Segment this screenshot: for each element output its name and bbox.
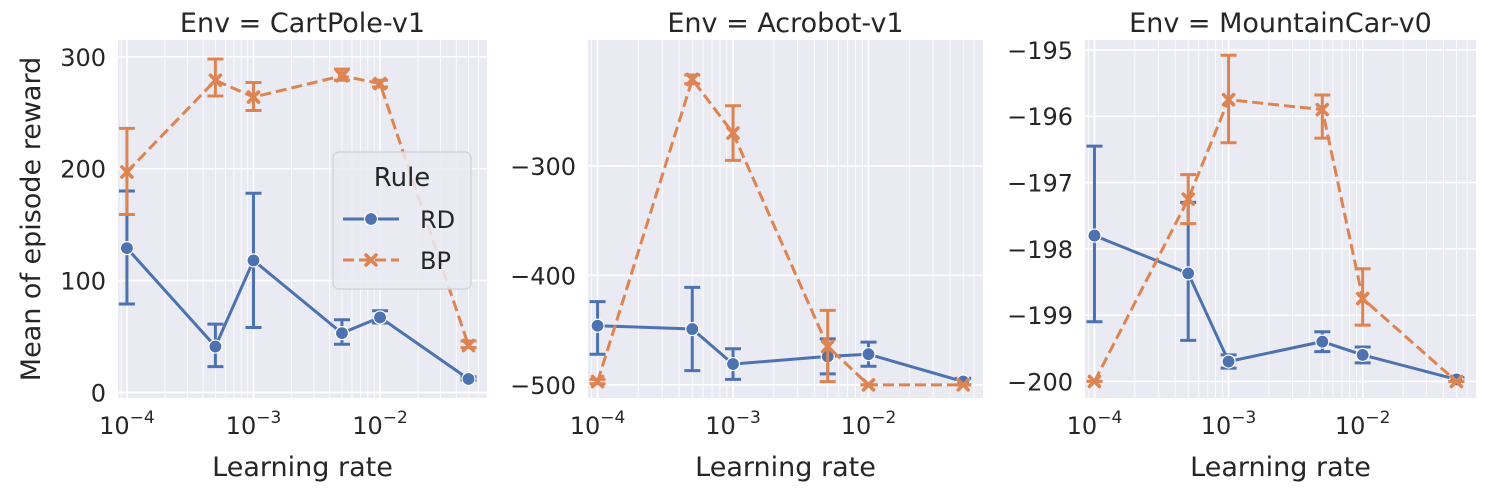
- y-tick-label: −300: [510, 153, 576, 181]
- data-point: [335, 69, 349, 83]
- data-point: [685, 72, 700, 87]
- data-point: [820, 339, 835, 354]
- legend: Rule RD BP: [332, 151, 472, 290]
- legend-title: Rule: [374, 163, 431, 193]
- chart-title: Env = Acrobot-v1: [667, 8, 903, 39]
- x-axis-label: Learning rate: [1190, 452, 1371, 483]
- data-point: [246, 90, 261, 104]
- y-tick-label: 300: [60, 44, 106, 72]
- x-tick-label: 10−2: [352, 408, 408, 440]
- series-RD: [118, 189, 477, 387]
- y-tick-label: −197: [1007, 170, 1073, 198]
- chart-panel-2: 10−4 10−3 10−2 −300 −400 −500 Env = Acrobot-v1…: [510, 8, 983, 483]
- data-point: [861, 378, 876, 392]
- series-RD: [589, 285, 972, 389]
- y-tick-label: −200: [1007, 368, 1073, 396]
- data-point: [726, 126, 740, 140]
- data-point: [1181, 192, 1195, 206]
- data-point: [1355, 291, 1370, 306]
- data-point: [246, 253, 261, 268]
- y-axis-label: Mean of episode reward: [16, 57, 47, 381]
- x-tick-label: 10−2: [841, 408, 897, 440]
- data-point: [725, 356, 741, 372]
- plot-area: [588, 40, 983, 398]
- series-line: [125, 247, 470, 381]
- data-point: [208, 73, 223, 88]
- x-tick-label: 10−4: [99, 408, 155, 440]
- x-tick-label: 10−4: [570, 408, 626, 440]
- data-point: [208, 339, 223, 354]
- y-tick-label: −196: [1007, 103, 1073, 131]
- series-line: [597, 324, 964, 384]
- data-point: [373, 76, 387, 91]
- legend-label-RD: RD: [420, 206, 455, 234]
- series-BP: [118, 57, 477, 353]
- data-point: [590, 318, 605, 333]
- series-line: [1093, 234, 1457, 381]
- chart-panel-3: 10−4 10−3 10−2 −195 −196 −197 −198 −199 −200 Env …: [1007, 8, 1476, 483]
- data-point: [1181, 266, 1196, 281]
- data-point: [334, 326, 350, 341]
- chart-panel-1: 10−4 10−3 10−2 0 100 200 300 Env = CartPole-v1 L…: [16, 8, 487, 483]
- data-point: [861, 347, 876, 362]
- series-line: [1093, 98, 1458, 383]
- y-tick-label: 0: [91, 379, 106, 407]
- data-point: [120, 165, 134, 179]
- legend-marker-BP: [364, 253, 378, 267]
- data-point: [1221, 354, 1236, 369]
- series-BP: [1086, 53, 1465, 389]
- y-tick-label: −195: [1007, 37, 1073, 65]
- x-tick-label: 10−3: [705, 408, 761, 440]
- y-tick-label: 100: [60, 268, 106, 296]
- data-point: [461, 371, 476, 387]
- data-point: [590, 374, 605, 389]
- data-point: [1087, 374, 1102, 389]
- plot-area: [1085, 40, 1476, 398]
- series-line: [125, 74, 470, 346]
- x-tick-label: 10−4: [1067, 408, 1123, 440]
- y-tick-label: −198: [1007, 236, 1073, 264]
- data-point: [685, 321, 700, 337]
- x-tick-label: 10−3: [1201, 408, 1257, 440]
- y-tick-label: 200: [60, 156, 106, 184]
- data-point: [1449, 374, 1464, 389]
- y-tick-label: −500: [510, 372, 576, 400]
- data-point: [1221, 92, 1236, 107]
- data-point: [1315, 102, 1330, 117]
- series-line: [596, 76, 964, 387]
- y-tick-label: −199: [1007, 302, 1073, 330]
- data-point: [372, 310, 388, 325]
- x-axis-label: Learning rate: [212, 452, 393, 483]
- data-point: [956, 378, 971, 392]
- series-BP: [589, 72, 972, 392]
- legend-label-BP: BP: [420, 247, 451, 275]
- data-point: [1355, 347, 1370, 363]
- data-point: [119, 240, 135, 256]
- x-tick-label: 10−3: [226, 408, 282, 440]
- data-point: [461, 338, 476, 353]
- x-tick-label: 10−2: [1335, 408, 1391, 440]
- chart-title: Env = MountainCar-v0: [1129, 8, 1432, 39]
- legend-marker-RD: [363, 211, 379, 227]
- x-axis-label: Learning rate: [695, 452, 876, 483]
- y-tick-label: −400: [510, 262, 576, 290]
- chart-title: Env = CartPole-v1: [180, 8, 425, 39]
- data-point: [1315, 334, 1330, 349]
- data-point: [1087, 228, 1102, 243]
